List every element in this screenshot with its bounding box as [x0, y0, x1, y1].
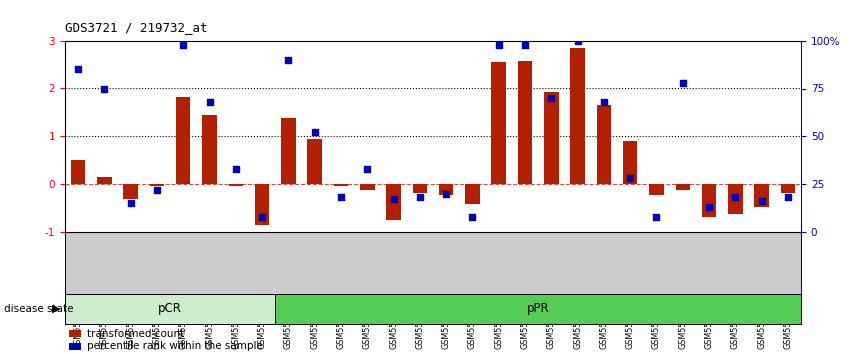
Bar — [412, 184, 427, 193]
Bar — [386, 184, 401, 220]
Text: percentile rank within the sample: percentile rank within the sample — [87, 342, 263, 352]
Bar — [97, 177, 112, 184]
Bar — [176, 97, 191, 184]
Bar — [754, 184, 769, 207]
Point — [150, 187, 164, 193]
Point — [307, 130, 321, 135]
Bar — [728, 184, 742, 214]
Bar — [675, 184, 690, 190]
Bar — [150, 184, 165, 187]
Bar — [492, 62, 506, 184]
Point — [571, 38, 585, 44]
Point — [439, 191, 453, 196]
Bar — [701, 184, 716, 217]
Point — [702, 204, 716, 210]
Point — [124, 200, 138, 206]
Point — [754, 199, 768, 204]
Point — [255, 214, 269, 219]
Bar — [623, 141, 637, 184]
Point — [334, 195, 348, 200]
Bar — [360, 184, 374, 190]
Bar — [65, 294, 275, 324]
Bar — [71, 160, 86, 184]
Point — [518, 42, 532, 47]
Point — [98, 86, 112, 91]
Text: ▶: ▶ — [52, 304, 61, 314]
Point — [177, 42, 191, 47]
Bar — [571, 48, 585, 184]
Point — [281, 57, 295, 63]
Point — [203, 99, 216, 105]
Text: disease state: disease state — [4, 304, 74, 314]
Point — [597, 99, 611, 105]
Point — [781, 195, 795, 200]
Point — [545, 95, 559, 101]
Bar — [124, 184, 138, 199]
Text: GDS3721 / 219732_at: GDS3721 / 219732_at — [65, 21, 208, 34]
Bar — [307, 139, 322, 184]
Bar — [465, 184, 480, 204]
Text: pPR: pPR — [527, 302, 549, 315]
Point — [650, 214, 663, 219]
Point — [360, 166, 374, 172]
Point — [71, 67, 85, 72]
Bar — [518, 61, 533, 184]
Bar — [275, 294, 801, 324]
Text: transformed count: transformed count — [87, 329, 184, 338]
Text: pCR: pCR — [158, 302, 182, 315]
Point — [466, 214, 480, 219]
Point — [728, 195, 742, 200]
Bar — [281, 118, 295, 184]
Bar — [229, 184, 243, 187]
Point — [229, 166, 242, 172]
Bar — [650, 184, 663, 195]
Bar — [544, 92, 559, 184]
Point — [386, 196, 400, 202]
Bar — [439, 184, 454, 195]
Bar — [333, 184, 348, 187]
Bar — [780, 184, 795, 193]
Point — [624, 176, 637, 181]
Bar — [597, 105, 611, 184]
Bar — [203, 115, 216, 184]
Point — [492, 42, 506, 47]
Bar — [255, 184, 269, 225]
Point — [413, 195, 427, 200]
Point — [675, 80, 689, 86]
